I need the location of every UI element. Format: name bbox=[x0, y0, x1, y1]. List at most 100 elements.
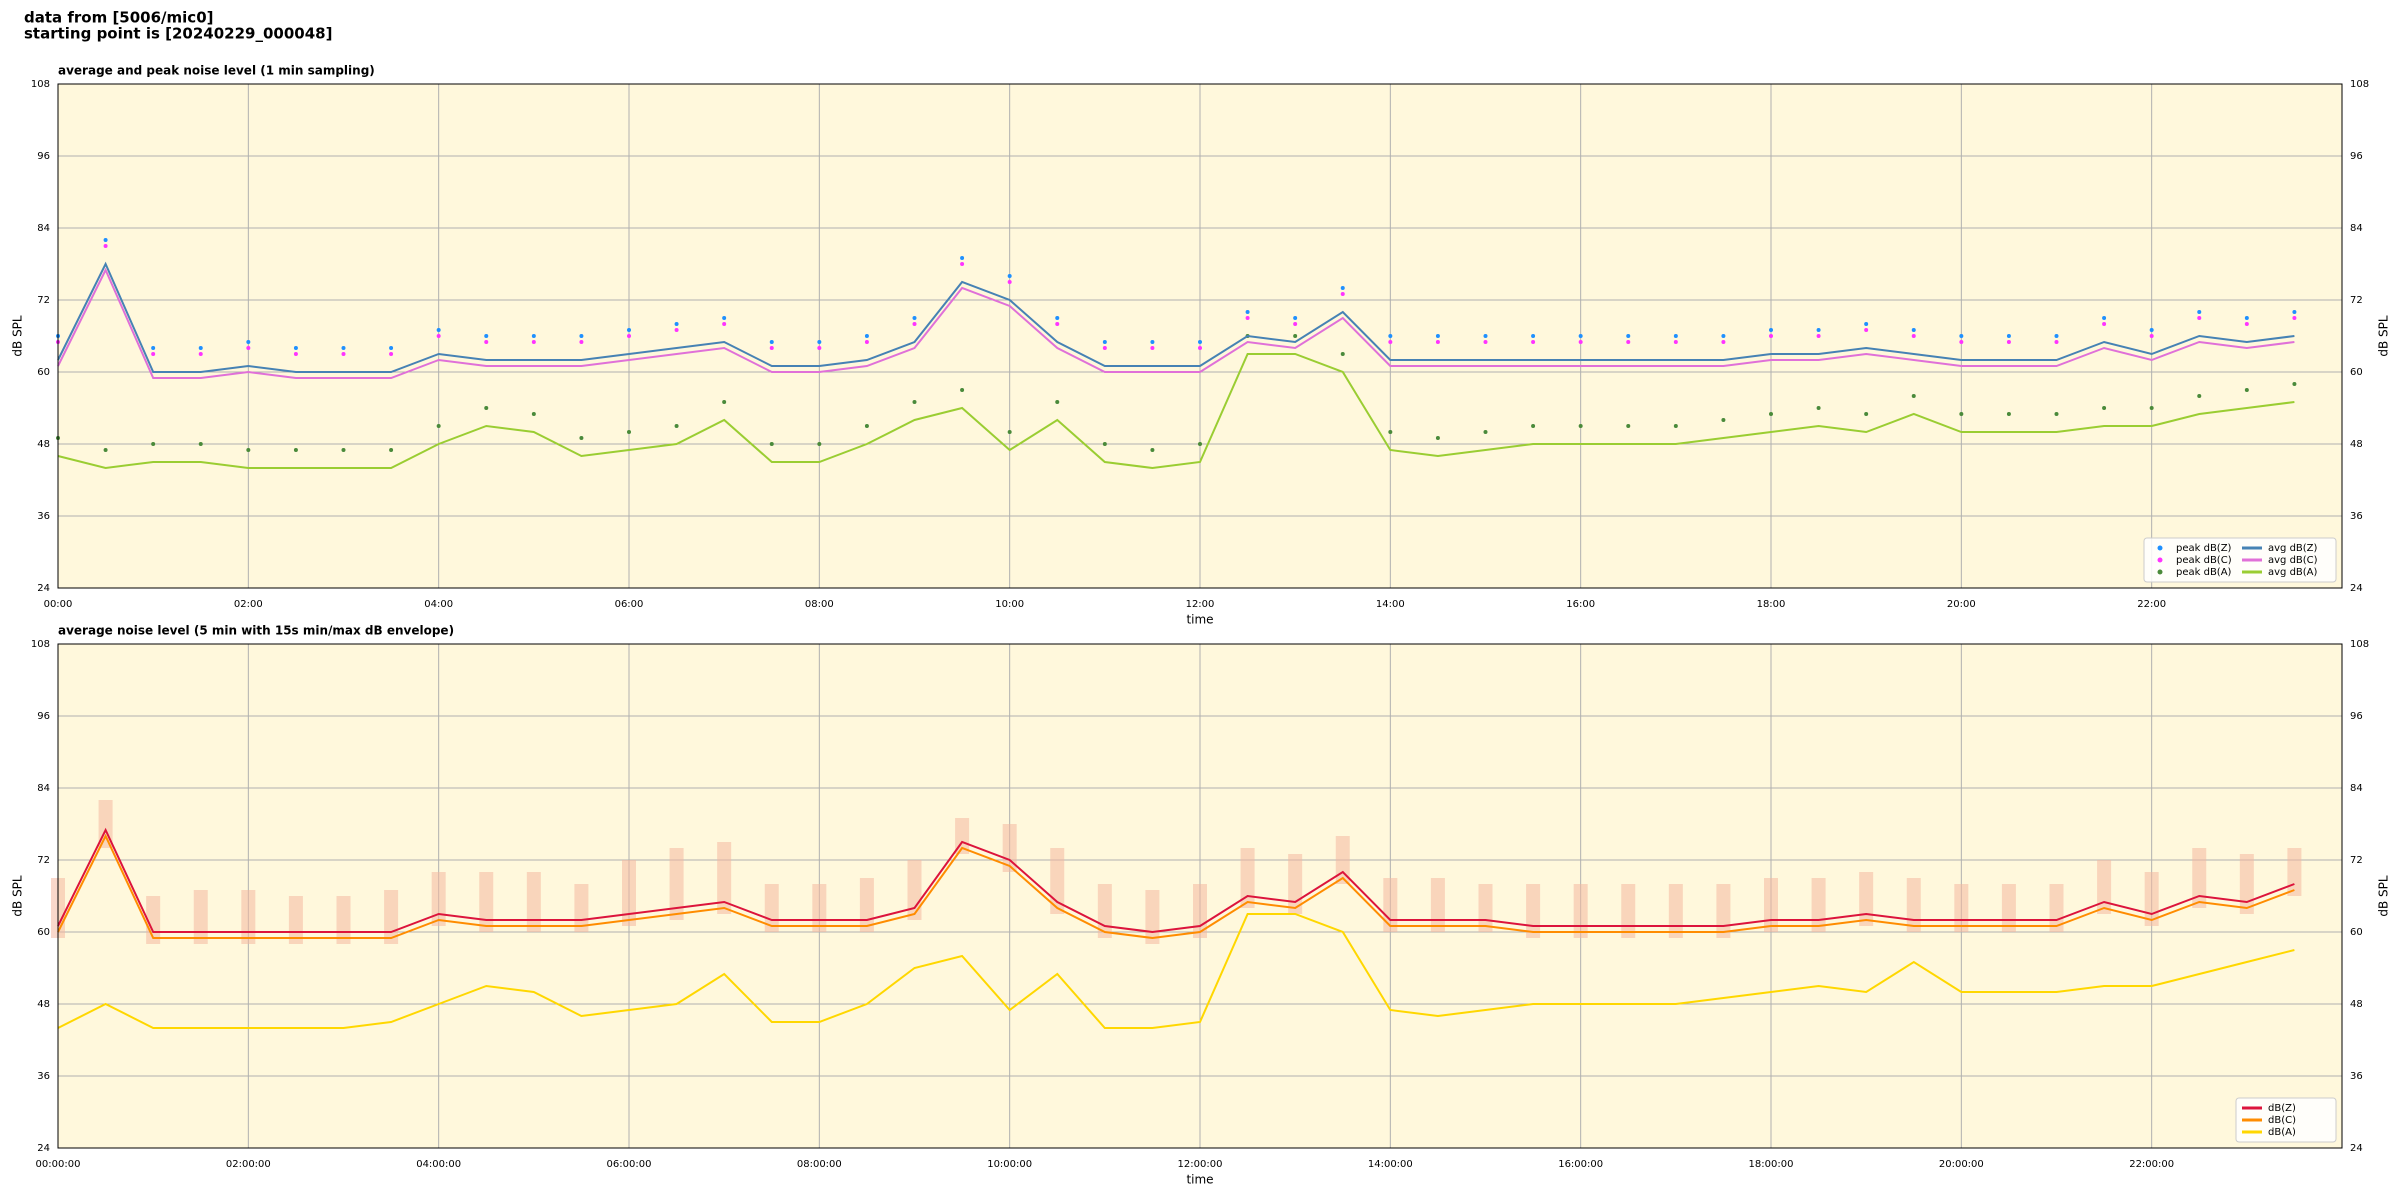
peak-point bbox=[531, 412, 536, 416]
peak-point bbox=[2102, 322, 2107, 326]
peak-point bbox=[198, 346, 203, 350]
x-tick-label: 08:00 bbox=[805, 599, 834, 610]
y-tick-label-right: 36 bbox=[2350, 1071, 2363, 1082]
y-tick-label: 84 bbox=[37, 783, 50, 794]
peak-point bbox=[1769, 334, 1773, 338]
peak-point bbox=[1102, 442, 1107, 446]
peak-point bbox=[1769, 412, 1773, 416]
y-tick-label-right: 84 bbox=[2350, 783, 2363, 794]
peak-point bbox=[1626, 340, 1631, 344]
x-tick-label: 20:00 bbox=[1947, 599, 1976, 610]
peak-point bbox=[1007, 274, 1012, 278]
peak-point bbox=[1293, 316, 1298, 320]
peak-point bbox=[579, 334, 584, 338]
peak-point bbox=[960, 256, 965, 260]
y-tick-label-right: 60 bbox=[2350, 927, 2363, 938]
peak-point bbox=[2244, 322, 2249, 326]
peak-point bbox=[1435, 436, 1440, 440]
x-tick-label: 22:00 bbox=[2137, 599, 2166, 610]
legend bbox=[2143, 537, 2337, 583]
peak-point bbox=[151, 352, 156, 356]
peak-point bbox=[1007, 430, 1012, 434]
y-tick-label-right: 48 bbox=[2350, 999, 2363, 1010]
y-tick-label: 72 bbox=[37, 295, 50, 306]
peak-point bbox=[531, 334, 536, 338]
y-tick-label: 60 bbox=[37, 927, 50, 938]
peak-point bbox=[2006, 340, 2011, 344]
legend-label: avg dB(C) bbox=[2268, 555, 2318, 566]
peak-point bbox=[2006, 334, 2011, 338]
peak-point bbox=[1340, 292, 1345, 296]
peak-point bbox=[674, 424, 679, 428]
peak-point bbox=[2149, 334, 2154, 338]
peak-point bbox=[912, 322, 917, 326]
peak-point bbox=[1578, 340, 1583, 344]
x-axis-label: time bbox=[1186, 613, 1213, 627]
peak-point bbox=[2244, 316, 2249, 320]
y-tick-label: 108 bbox=[31, 639, 50, 650]
x-tick-label: 04:00:00 bbox=[416, 1159, 461, 1170]
y-tick-label-right: 108 bbox=[2350, 639, 2369, 650]
peak-point bbox=[1864, 322, 1869, 326]
peak-point bbox=[864, 340, 869, 344]
series-line bbox=[57, 913, 2295, 1029]
peak-point bbox=[2197, 316, 2202, 320]
peak-point bbox=[1435, 334, 1440, 338]
legend-label: peak dB(Z) bbox=[2176, 543, 2232, 554]
peak-point bbox=[1816, 334, 1821, 338]
peak-point bbox=[1673, 334, 1678, 338]
peak-point bbox=[531, 340, 536, 344]
peak-point bbox=[436, 328, 441, 332]
peak-point bbox=[2054, 340, 2059, 344]
y-tick-label: 108 bbox=[31, 79, 50, 90]
peak-point bbox=[151, 442, 156, 446]
peak-point bbox=[103, 238, 108, 242]
peak-point bbox=[1721, 340, 1726, 344]
peak-point bbox=[722, 322, 727, 326]
peak-point bbox=[1483, 430, 1488, 434]
peak-point bbox=[722, 316, 727, 320]
peak-point bbox=[198, 442, 203, 446]
peak-point bbox=[1150, 448, 1155, 452]
x-tick-label: 06:00:00 bbox=[607, 1159, 652, 1170]
y-tick-label-right: 72 bbox=[2350, 855, 2363, 866]
peak-point bbox=[864, 334, 869, 338]
peak-point bbox=[1673, 424, 1678, 428]
y-tick-label-right: 48 bbox=[2350, 439, 2363, 450]
peak-point bbox=[1959, 340, 1964, 344]
peak-point bbox=[817, 346, 822, 350]
peak-point bbox=[1340, 286, 1345, 290]
peak-point bbox=[246, 340, 251, 344]
peak-point bbox=[1531, 334, 1536, 338]
peak-point bbox=[1150, 346, 1155, 350]
peak-point bbox=[1007, 280, 1012, 284]
x-axis-label: time bbox=[1186, 1173, 1213, 1187]
peak-point bbox=[389, 352, 394, 356]
peak-point bbox=[484, 340, 489, 344]
y-tick-label: 72 bbox=[37, 855, 50, 866]
y-tick-label-right: 24 bbox=[2350, 1143, 2363, 1154]
x-tick-label: 08:00:00 bbox=[797, 1159, 842, 1170]
series-line bbox=[57, 353, 2295, 470]
peak-point bbox=[769, 442, 774, 446]
peak-point bbox=[2292, 382, 2297, 386]
peak-point bbox=[769, 346, 774, 350]
x-tick-label: 00:00:00 bbox=[36, 1159, 81, 1170]
y-tick-label: 84 bbox=[37, 223, 50, 234]
y-tick-label-right: 108 bbox=[2350, 79, 2369, 90]
peak-point bbox=[436, 424, 441, 428]
x-tick-label: 12:00:00 bbox=[1178, 1159, 1223, 1170]
peak-point bbox=[1959, 334, 1964, 338]
header-source: data from [5006/mic0] bbox=[24, 9, 214, 27]
y-axis-label: dB SPL bbox=[11, 875, 25, 917]
peak-point bbox=[2006, 412, 2011, 416]
peak-point bbox=[389, 346, 394, 350]
x-tick-label: 22:00:00 bbox=[2129, 1159, 2174, 1170]
peak-point bbox=[1198, 442, 1202, 446]
peak-point bbox=[2149, 328, 2154, 332]
peak-point bbox=[817, 340, 822, 344]
legend-marker bbox=[2157, 569, 2163, 575]
peak-point bbox=[341, 346, 346, 350]
peak-point bbox=[1055, 400, 1060, 404]
peak-point bbox=[1150, 340, 1155, 344]
